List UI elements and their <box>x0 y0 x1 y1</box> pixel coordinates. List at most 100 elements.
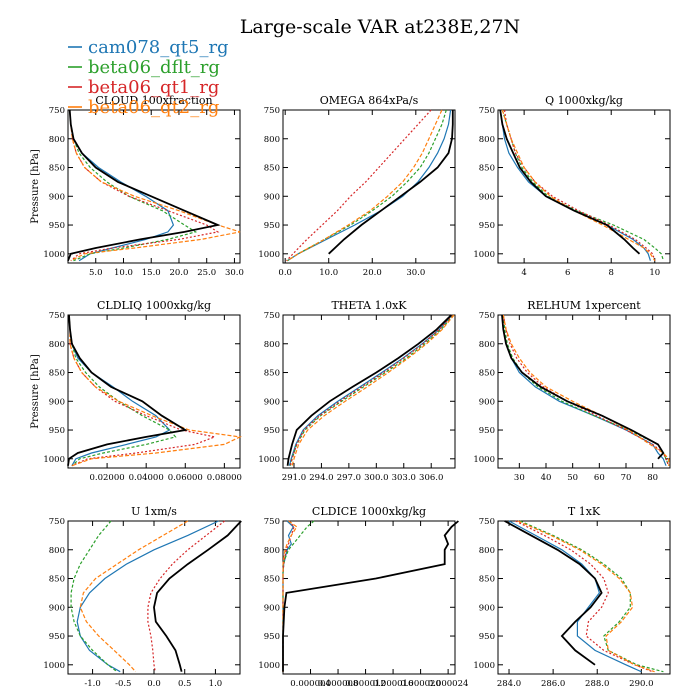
y-tick-label: 950 <box>479 632 495 642</box>
x-tick-label: 288.0 <box>585 679 609 689</box>
x-tick-label: 294.0 <box>309 473 333 483</box>
x-tick-label: 0.000004 <box>290 679 331 689</box>
panel-title: CLDLIQ 1000xkg/kg <box>97 299 211 312</box>
series-line <box>287 109 443 262</box>
y-tick-label: 900 <box>49 397 65 407</box>
x-tick-label: 8 <box>609 268 614 278</box>
legend-label: cam078_qt5_rg <box>88 37 229 58</box>
y-tick-label: 850 <box>479 575 495 585</box>
y-tick-label: 1000 <box>258 455 280 465</box>
y-tick-label: 750 <box>49 106 65 116</box>
y-tick-label: 750 <box>264 106 280 116</box>
panel-8: CLDICE 1000xkg/kg 750 800 850 900 950 1000 0.00… <box>258 505 468 689</box>
series-line <box>501 314 665 460</box>
panel-title: OMEGA 864xPa/s <box>320 94 419 107</box>
plot-frame <box>282 314 456 469</box>
x-tick-label: 25.0 <box>197 268 216 278</box>
series-line <box>519 520 664 673</box>
x-tick-label: 290.0 <box>629 679 653 689</box>
series-line <box>287 109 447 262</box>
y-tick-label: 950 <box>479 221 495 231</box>
series-line <box>147 520 225 672</box>
y-tick-label: 800 <box>264 340 280 350</box>
x-tick-label: 0.04000 <box>129 473 164 483</box>
x-tick-label: 0.0 <box>147 679 161 689</box>
y-tick-label: 950 <box>479 426 495 436</box>
x-tick-label: 0.0 <box>278 268 292 278</box>
series-line <box>282 520 459 672</box>
x-tick-label: 284.0 <box>497 679 521 689</box>
series-line <box>153 520 242 672</box>
y-tick-label: 1000 <box>473 250 495 260</box>
y-tick-label: 1000 <box>473 661 495 671</box>
series-line <box>289 314 454 466</box>
series-line <box>286 109 432 262</box>
y-tick-label: 850 <box>49 369 65 379</box>
x-tick-label: 80 <box>647 473 658 483</box>
y-tick-label: 950 <box>49 426 65 436</box>
x-tick-label: 0.5 <box>178 679 192 689</box>
y-tick-label: 850 <box>479 164 495 174</box>
x-tick-label: 297.0 <box>337 473 361 483</box>
series-line <box>67 314 188 466</box>
series-line <box>499 109 641 255</box>
x-tick-label: 20.0 <box>363 268 382 278</box>
y-tick-label: 900 <box>479 603 495 613</box>
plot-frame <box>497 520 671 675</box>
x-tick-label: 0.000008 <box>318 679 359 689</box>
panel-title: CLDICE 1000xkg/kg <box>312 505 426 518</box>
panel-1: CLOUD 100xfraction 750 800 850 900 950 1000 5.0… <box>30 94 244 278</box>
x-tick-label: 5.0 <box>89 268 103 278</box>
plot-frame <box>282 109 456 264</box>
panel-grid: CLOUD 100xfraction75080085090095010005.0… <box>30 94 671 689</box>
panel-2: OMEGA 864xPa/s 750 800 850 900 950 1000 0.0 10.0… <box>258 94 456 278</box>
series-line <box>286 314 452 466</box>
series-line <box>502 314 670 466</box>
panel-6: RELHUM 1xpercent 750 800 850 900 950 1000 30 40 5… <box>473 299 671 483</box>
x-tick-label: 30 <box>514 473 525 483</box>
y-tick-label: 850 <box>49 164 65 174</box>
y-tick-label: 800 <box>479 340 495 350</box>
series-line <box>289 314 453 466</box>
y-tick-label: 1000 <box>473 455 495 465</box>
series-line <box>502 314 670 466</box>
y-tick-label: 1000 <box>43 250 65 260</box>
x-tick-label: 70 <box>621 473 632 483</box>
series-line <box>69 109 198 262</box>
y-tick-label: 750 <box>49 311 65 321</box>
y-tick-label: 900 <box>49 603 65 613</box>
y-tick-label: 800 <box>264 135 280 145</box>
series-line <box>282 520 315 672</box>
y-tick-label: 950 <box>264 221 280 231</box>
legend-label: beta06_qt1_rg <box>88 77 219 98</box>
plot-frame <box>67 109 241 264</box>
legend-label: beta06_dflt_rg <box>88 57 220 78</box>
x-tick-label: 0.000024 <box>428 679 469 689</box>
series-line <box>68 314 177 467</box>
y-tick-label: 850 <box>264 575 280 585</box>
panel-title: U 1xm/s <box>131 505 177 518</box>
plot-frame <box>497 314 671 469</box>
x-tick-label: 306.0 <box>419 473 443 483</box>
panel-4: CLDLIQ 1000xkg/kg 750 800 850 900 950 1000 0.02… <box>30 299 243 483</box>
x-tick-label: 60 <box>594 473 605 483</box>
y-tick-label: 750 <box>264 517 280 527</box>
x-tick-label: 1.0 <box>209 679 223 689</box>
x-tick-label: 0.08000 <box>207 473 242 483</box>
x-tick-label: 10.0 <box>319 268 338 278</box>
x-tick-label: 291.0 <box>282 473 306 483</box>
panel-title: RELHUM 1xpercent <box>527 299 641 312</box>
y-tick-label: 900 <box>264 192 280 202</box>
y-tick-label: 800 <box>49 546 65 556</box>
series-line <box>501 109 665 261</box>
y-tick-label: 1000 <box>43 455 65 465</box>
y-tick-label: 800 <box>264 546 280 556</box>
y-tick-label: 900 <box>264 397 280 407</box>
series-line <box>515 520 653 673</box>
panel-3: Q 1000xkg/kg 750 800 850 900 950 1000 4 6 8 10 <box>473 94 671 278</box>
y-tick-label: 900 <box>479 397 495 407</box>
series-line <box>287 109 452 262</box>
series-line <box>499 109 651 261</box>
